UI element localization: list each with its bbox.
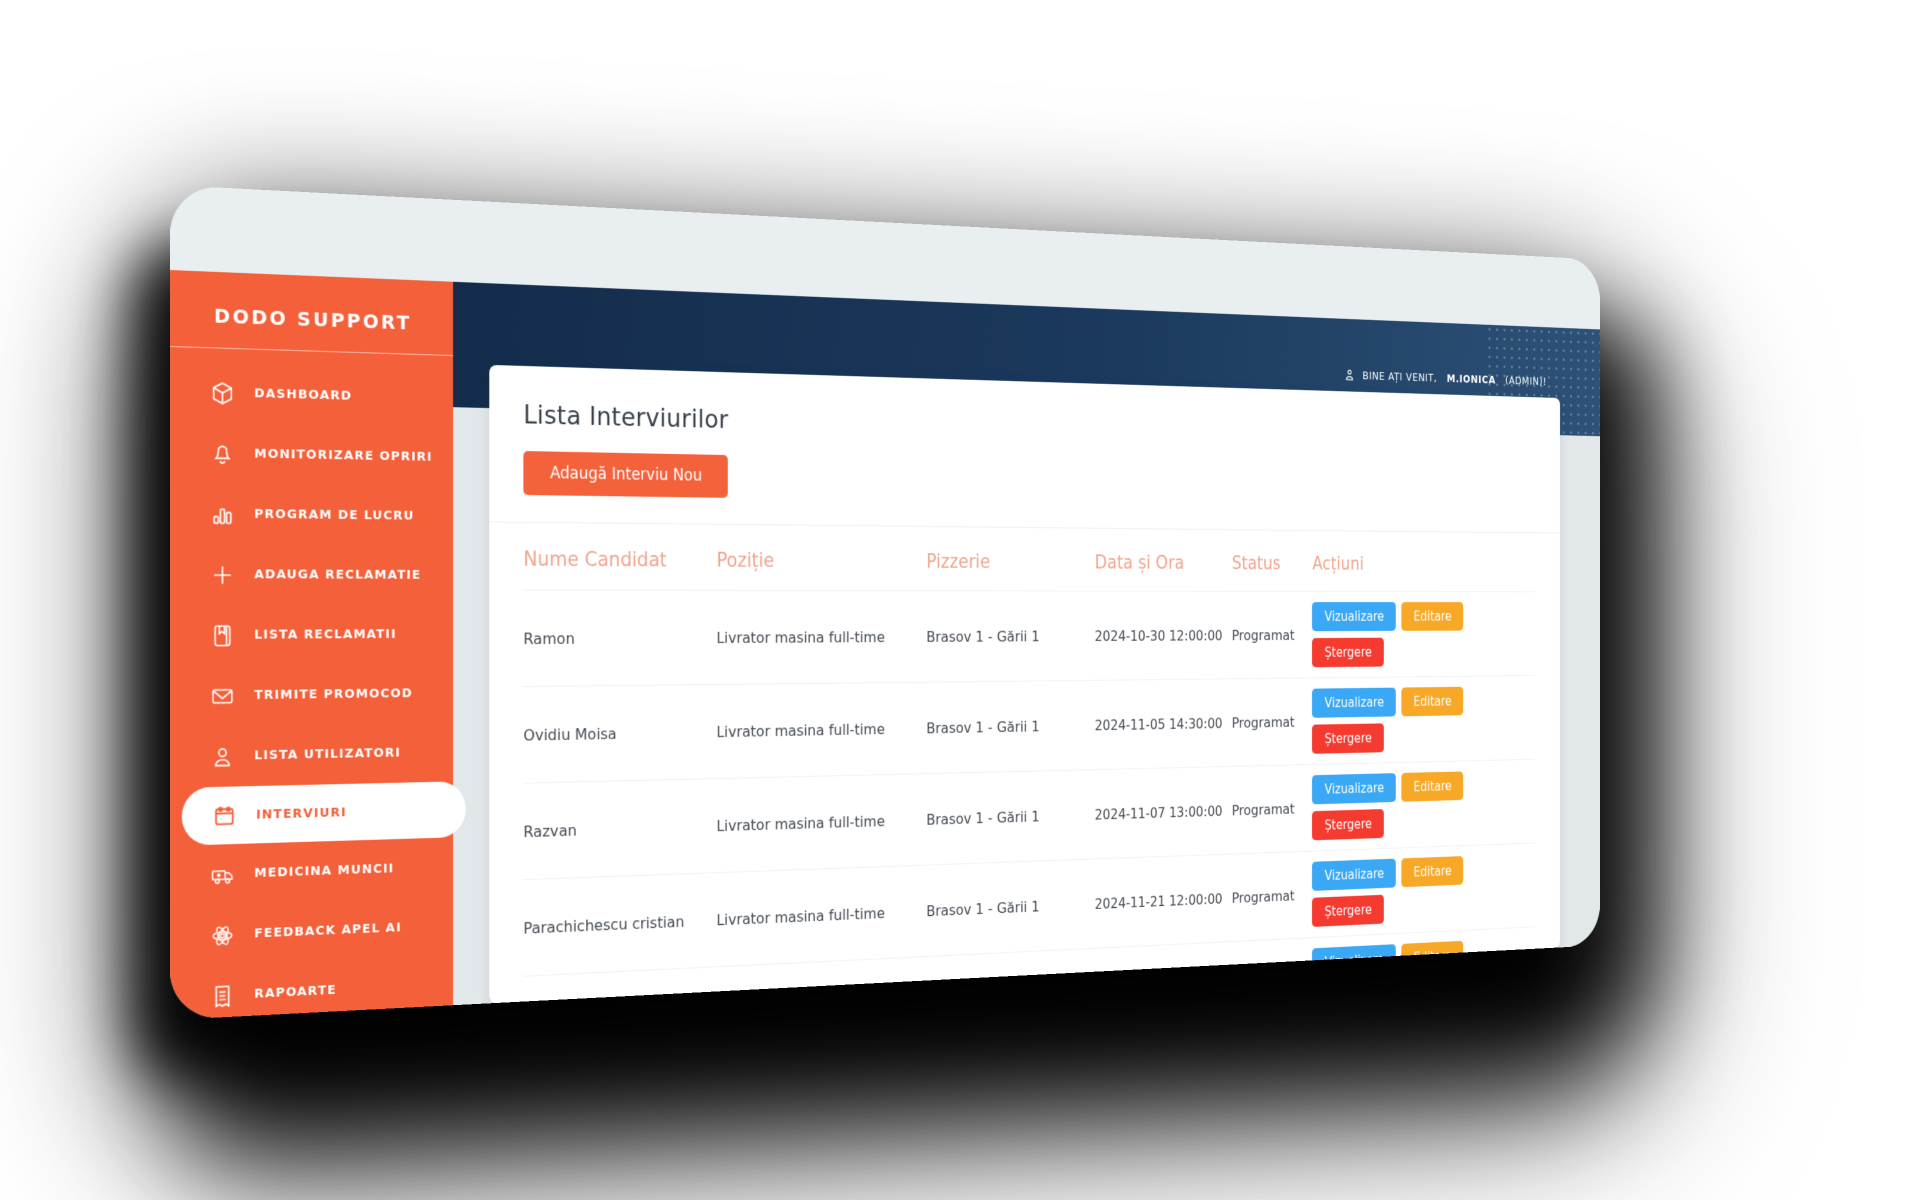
position: Livrator masina full-time xyxy=(716,865,927,967)
datetime: 2024-11-21 12:00:00 xyxy=(1094,854,1232,949)
delete-button[interactable]: Ștergere xyxy=(1312,894,1384,927)
welcome-username: M.IONICA xyxy=(1446,371,1496,386)
welcome-text: BINE AȚI VENIT, xyxy=(1362,368,1438,384)
datetime: 2024-11-05 14:30:00 xyxy=(1094,678,1232,770)
delete-button[interactable]: Ștergere xyxy=(1312,980,1384,1004)
view-button[interactable]: Vizualizare xyxy=(1312,602,1397,632)
sidebar-item-trimite-promocod[interactable]: TRIMITE PROMOCOD xyxy=(170,664,453,727)
column-header: Status xyxy=(1231,552,1281,574)
cube-icon xyxy=(209,379,235,407)
datetime: 2024-11-07 13:00:00 xyxy=(1094,766,1232,859)
candidate-name: Razvan xyxy=(523,778,717,880)
sidebar-item-label: MONITORIZARE OPRIRI xyxy=(254,446,433,465)
sidebar-item-lista-utilizatori[interactable]: LISTA UTILIZATORI xyxy=(170,723,453,788)
row-actions: Vizualizare Editare Ștergere xyxy=(1312,856,1473,927)
sidebar: DODO SUPPORT DASHBOARD MONITORIZARE OPRI… xyxy=(170,270,466,1020)
ambulance-icon xyxy=(209,861,235,889)
pizzeria: Brasov 1 - Gării 1 xyxy=(926,948,1095,1004)
column-header: Poziție xyxy=(716,548,775,572)
candidate-name: Ovidiu Moisa xyxy=(523,684,717,784)
bar-chart-icon xyxy=(209,500,235,527)
sidebar-item-medicina-muncii[interactable]: MEDICINA MUNCII xyxy=(170,837,453,907)
report-icon xyxy=(209,982,235,1010)
view-button[interactable]: Vizualizare xyxy=(1312,944,1397,978)
add-interview-button[interactable]: Adaugă Interviu Nou xyxy=(523,451,728,498)
edit-button[interactable]: Editare xyxy=(1401,856,1464,888)
brand-title: DODO SUPPORT xyxy=(214,303,412,335)
atom-icon xyxy=(209,921,235,949)
sidebar-item-label: INTERVIURI xyxy=(256,804,347,823)
sidebar-item-program-de-lucru[interactable]: PROGRAM DE LUCRU xyxy=(170,483,453,546)
window-body: DODO SUPPORT DASHBOARD MONITORIZARE OPRI… xyxy=(170,270,1600,1020)
pizzeria: Brasov 1 - Gării 1 xyxy=(926,680,1095,774)
bell-icon xyxy=(209,440,235,467)
position: Livrator masina full-time xyxy=(716,773,927,873)
view-button[interactable]: Vizualizare xyxy=(1312,858,1397,891)
edit-button[interactable]: Editare xyxy=(1401,940,1464,973)
table-row: Ramon Livrator masina full-time Brasov 1… xyxy=(523,590,1535,687)
sidebar-nav: DASHBOARD MONITORIZARE OPRIRI PROGRAM DE… xyxy=(170,347,466,1020)
delete-button[interactable]: Ștergere xyxy=(1312,723,1384,754)
sidebar-item-label: DASHBOARD xyxy=(254,386,352,404)
sidebar-item-dashboard[interactable]: DASHBOARD xyxy=(170,361,453,428)
sidebar-item-label: LISTA RECLAMATII xyxy=(254,627,397,643)
sidebar-item-interviuri[interactable]: INTERVIURI xyxy=(181,781,466,846)
candidate-name: Parachichescu cristian xyxy=(523,872,717,977)
row-actions: Vizualizare Editare Ștergere xyxy=(1312,771,1473,841)
row-actions: Vizualizare Editare Ștergere xyxy=(1312,602,1473,668)
column-header: Pizzerie xyxy=(926,550,991,573)
user-menu[interactable]: BINE AȚI VENIT, M.IONICA (ADMIN)! xyxy=(1343,367,1547,388)
table-header-row: Nume Candidat Poziție Pizzerie Data și O… xyxy=(523,523,1534,592)
sidebar-item-label: PROGRAM DE LUCRU xyxy=(254,507,415,524)
column-header: Data și Ora xyxy=(1094,551,1185,574)
book-icon xyxy=(209,622,235,649)
sidebar-item-monitorizare-opriri[interactable]: MONITORIZARE OPRIRI xyxy=(170,422,453,487)
interviews-table: Nume Candidat Poziție Pizzerie Data și O… xyxy=(523,523,1535,1004)
row-actions: Vizualizare Editare Ștergere xyxy=(1312,940,1473,1004)
status-badge: Programat xyxy=(1231,764,1313,855)
status-badge: Programat xyxy=(1231,851,1313,942)
delete-button[interactable]: Ștergere xyxy=(1312,809,1384,841)
row-actions: Vizualizare Editare Ștergere xyxy=(1312,686,1473,754)
welcome-suffix: (ADMIN)! xyxy=(1505,373,1547,388)
edit-button[interactable]: Editare xyxy=(1401,686,1464,717)
pizzeria: Brasov 1 - Gării 1 xyxy=(926,858,1095,957)
position: Livrator masina full-time xyxy=(716,682,927,779)
pizzeria: Brasov 1 - Gării 1 xyxy=(926,590,1095,683)
datetime: 2024-11-29 14:00:00 xyxy=(1094,941,1232,1004)
edit-button[interactable]: Editare xyxy=(1401,602,1464,631)
view-button[interactable]: Vizualizare xyxy=(1312,773,1397,805)
page-title: Lista Interviurilor xyxy=(523,400,729,435)
position: Livrator masina full-time xyxy=(716,590,927,685)
interviews-card: Lista Interviurilor Adaugă Interviu Nou … xyxy=(489,364,1561,1004)
sidebar-item-label: RAPOARTE xyxy=(254,982,337,1002)
main-area: BINE AȚI VENIT, M.IONICA (ADMIN)! Lista In… xyxy=(453,281,1600,1006)
envelope-icon xyxy=(209,682,235,709)
edit-button[interactable]: Editare xyxy=(1401,771,1464,802)
plus-icon xyxy=(209,561,235,588)
sidebar-item-label: LISTA UTILIZATORI xyxy=(254,745,401,764)
candidate-name: Ramon xyxy=(523,590,717,687)
column-header: Acțiuni xyxy=(1312,553,1364,575)
sidebar-item-label: ADAUGA RECLAMATIE xyxy=(254,567,422,583)
status-badge: Programat xyxy=(1231,591,1313,679)
sidebar-item-label: TRIMITE PROMOCOD xyxy=(254,686,413,703)
person-icon xyxy=(1343,367,1355,382)
calendar-icon xyxy=(211,802,237,830)
app-window: DODO SUPPORT DASHBOARD MONITORIZARE OPRI… xyxy=(170,185,1600,1020)
pizzeria: Brasov 1 - Gării 1 xyxy=(926,769,1095,866)
sidebar-item-label: MEDICINA MUNCII xyxy=(254,861,395,882)
sidebar-item-adauga-reclamatie[interactable]: ADAUGA RECLAMATIE xyxy=(170,544,453,605)
status-badge: Programat xyxy=(1231,677,1313,767)
sidebar-item-label: FEEDBACK APEL AI xyxy=(254,920,402,942)
view-button[interactable]: Vizualizare xyxy=(1312,687,1397,718)
column-header: Nume Candidat xyxy=(523,547,667,572)
user-icon xyxy=(209,743,235,770)
status-badge: Programat xyxy=(1231,937,1313,1004)
datetime: 2024-10-30 12:00:00 xyxy=(1094,591,1232,681)
delete-button[interactable]: Ștergere xyxy=(1312,637,1384,668)
sidebar-item-lista-reclamatii[interactable]: LISTA RECLAMATII xyxy=(170,605,453,666)
